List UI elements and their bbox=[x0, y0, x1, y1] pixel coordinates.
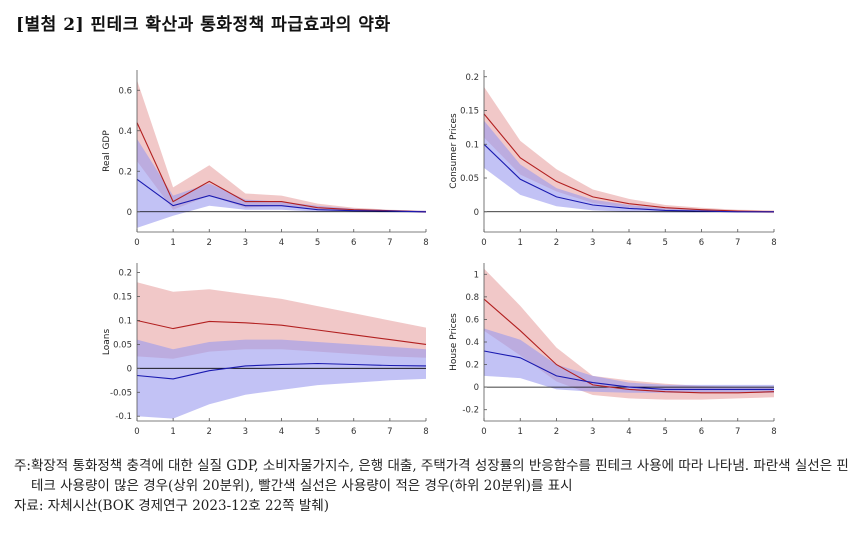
y-tick-label: 0.4 bbox=[118, 127, 132, 137]
x-tick-label: 7 bbox=[735, 238, 740, 248]
series-line-red bbox=[136, 319, 427, 345]
x-tick-label: 3 bbox=[590, 427, 595, 437]
y-tick-label: 0.6 bbox=[465, 315, 479, 325]
y-tick-label: 0.05 bbox=[460, 174, 479, 184]
y-tick-label: 0.15 bbox=[460, 107, 479, 117]
x-tick-label: 0 bbox=[134, 238, 139, 248]
confidence-band-red bbox=[137, 282, 426, 359]
series-line-blue bbox=[483, 143, 774, 213]
x-tick-label: 7 bbox=[735, 427, 740, 437]
series-line-red bbox=[483, 113, 775, 213]
chart-panel-2: 0 0.05 0.1 0.15 0.2 0 1 2 3 4 5 6 7 8 Consumer Prices bbox=[449, 70, 777, 248]
x-tick-label: 1 bbox=[518, 427, 523, 437]
x-tick-label: 5 bbox=[663, 238, 668, 248]
x-tick-label: 2 bbox=[207, 238, 212, 248]
y-tick-label: -0.2 bbox=[462, 406, 479, 416]
y-tick-label: 0.2 bbox=[118, 167, 132, 177]
series-line-blue bbox=[136, 178, 427, 213]
x-tick-label: 8 bbox=[423, 238, 428, 248]
y-tick-label: 0.2 bbox=[118, 269, 132, 279]
x-tick-label: 0 bbox=[134, 427, 139, 437]
y-tick-label: 0.15 bbox=[113, 293, 132, 303]
chart-panel-3: -0.1 -0.05 0 0.05 0.1 0.15 0.2 0 1 2 3 4 5 6 7 8 Loans bbox=[102, 263, 429, 437]
y-tick-label: 0.1 bbox=[118, 316, 132, 326]
y-tick-label: 0 bbox=[474, 208, 479, 218]
y-tick-label: -0.1 bbox=[115, 412, 132, 422]
x-tick-label: 1 bbox=[170, 238, 175, 248]
x-tick-label: 1 bbox=[518, 238, 523, 248]
y-tick-label: 0 bbox=[474, 383, 479, 393]
x-tick-label: 8 bbox=[771, 238, 776, 248]
series-line-blue bbox=[136, 362, 427, 380]
x-tick-label: 2 bbox=[207, 427, 212, 437]
x-tick-label: 2 bbox=[554, 238, 559, 248]
series-line-red bbox=[136, 122, 427, 213]
x-tick-label: 4 bbox=[279, 238, 284, 248]
x-tick-label: 1 bbox=[170, 427, 175, 437]
x-tick-label: 3 bbox=[590, 238, 595, 248]
series-line-red bbox=[483, 298, 775, 394]
y-tick-label: 1 bbox=[474, 270, 479, 280]
y-tick-label: -0.05 bbox=[110, 388, 132, 398]
series-line-blue bbox=[483, 350, 774, 390]
y-tick-label: 0 bbox=[127, 364, 132, 374]
x-tick-label: 3 bbox=[243, 427, 248, 437]
y-tick-label: 0 bbox=[127, 208, 132, 218]
confidence-band-blue bbox=[137, 339, 426, 419]
x-tick-label: 5 bbox=[315, 427, 320, 437]
chart-panel-4: -0.2 0 0.2 0.4 0.6 0.8 1 0 1 2 3 4 5 6 7 8 House Prices bbox=[449, 263, 777, 437]
y-axis-label: Loans bbox=[102, 329, 112, 356]
x-tick-label: 0 bbox=[481, 238, 486, 248]
source-text: 자료: 자체시산(BOK 경제연구 2023-12호 22쪽 발췌) bbox=[14, 498, 330, 514]
x-tick-label: 8 bbox=[423, 427, 428, 437]
note-row: 주: 확장적 통화정책 충격에 대한 실질 GDP, 소비자물가지수, 은행 대… bbox=[14, 456, 850, 496]
x-tick-label: 3 bbox=[243, 238, 248, 248]
y-tick-label: 0.1 bbox=[465, 140, 479, 150]
y-axis-label: Real GDP bbox=[102, 130, 112, 172]
chart-panel-1: 0 0.2 0.4 0.6 0 1 2 3 4 5 6 7 8 Real GDP bbox=[102, 70, 429, 248]
y-tick-label: 0.4 bbox=[465, 338, 479, 348]
confidence-band-blue bbox=[484, 328, 774, 393]
confidence-band-blue bbox=[137, 138, 426, 228]
x-tick-label: 7 bbox=[387, 238, 392, 248]
y-tick-label: 0.2 bbox=[465, 361, 479, 371]
y-tick-label: 0.05 bbox=[113, 340, 132, 350]
x-tick-label: 4 bbox=[626, 238, 631, 248]
x-tick-label: 6 bbox=[351, 238, 356, 248]
x-tick-label: 4 bbox=[626, 427, 631, 437]
y-tick-label: 0.8 bbox=[465, 293, 479, 303]
y-axis-label: Consumer Prices bbox=[449, 113, 459, 189]
x-tick-label: 7 bbox=[387, 427, 392, 437]
x-tick-label: 5 bbox=[315, 238, 320, 248]
page-title: [별첨 2] 핀테크 확산과 통화정책 파급효과의 약화 bbox=[16, 15, 391, 35]
x-tick-label: 2 bbox=[554, 427, 559, 437]
y-axis-label: House Prices bbox=[449, 313, 459, 371]
confidence-band-red bbox=[137, 80, 426, 213]
y-tick-label: 0.2 bbox=[465, 73, 479, 83]
note-label: 주: bbox=[14, 458, 31, 474]
y-tick-label: 0.6 bbox=[118, 86, 132, 96]
x-tick-label: 4 bbox=[279, 427, 284, 437]
x-tick-label: 6 bbox=[699, 427, 704, 437]
x-tick-label: 5 bbox=[663, 427, 668, 437]
x-tick-label: 8 bbox=[771, 427, 776, 437]
confidence-band-blue bbox=[484, 120, 774, 213]
x-tick-label: 0 bbox=[481, 427, 486, 437]
x-tick-label: 6 bbox=[351, 427, 356, 437]
notes: 주: 확장적 통화정책 충격에 대한 실질 GDP, 소비자물가지수, 은행 대… bbox=[14, 456, 850, 516]
x-tick-label: 6 bbox=[699, 238, 704, 248]
note-text: 확장적 통화정책 충격에 대한 실질 GDP, 소비자물가지수, 은행 대출, … bbox=[30, 458, 849, 494]
